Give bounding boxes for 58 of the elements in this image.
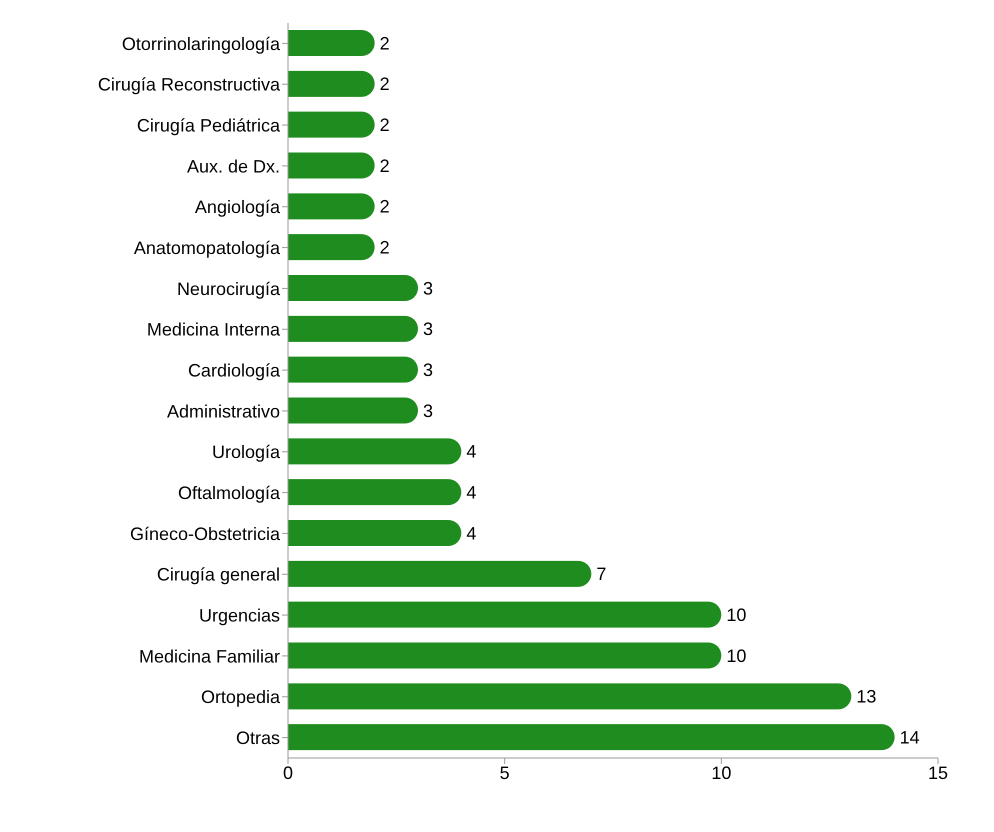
bar: [288, 438, 462, 464]
bar: [288, 193, 375, 220]
y-tick-label: Administrativo: [166, 401, 280, 422]
data-label: 2: [380, 33, 390, 54]
data-label: 2: [380, 74, 390, 94]
bar: [288, 30, 375, 56]
data-label: 10: [726, 605, 746, 626]
data-label: 2: [380, 196, 390, 217]
bar: [288, 642, 722, 668]
data-label: 13: [856, 686, 876, 707]
bar: [288, 275, 418, 301]
data-label: 4: [466, 523, 476, 544]
data-label: 2: [380, 156, 390, 176]
bar: [288, 724, 895, 750]
y-tick-label: Cirugía Reconstructiva: [98, 74, 281, 95]
bar: [288, 560, 592, 587]
y-tick-label: Medicina Familiar: [138, 646, 280, 666]
bar: [288, 316, 418, 342]
data-label: 7: [596, 564, 606, 584]
data-label: 10: [726, 646, 746, 666]
bar: [288, 112, 375, 138]
data-label: 14: [900, 728, 920, 748]
data-label: 2: [380, 238, 390, 258]
data-label: 2: [380, 115, 390, 136]
bar: [288, 398, 418, 424]
data-label: 3: [423, 400, 434, 421]
y-tick-label: Cirugía general: [156, 564, 280, 585]
bar: [288, 70, 375, 97]
x-tick-label: 15: [928, 762, 948, 783]
x-tick-label: 0: [282, 762, 294, 783]
y-tick-label: Urología: [212, 442, 281, 462]
data-label: 3: [423, 278, 434, 298]
y-tick-label: Gíneco-Obstetricia: [130, 524, 281, 544]
bar: [288, 683, 852, 710]
y-tick-label: Aux. de Dx.: [186, 156, 280, 176]
y-tick-label: Otorrinolaringología: [122, 34, 281, 54]
x-tick-label: 5: [500, 762, 510, 783]
bar: [288, 520, 462, 546]
data-label: 4: [466, 482, 476, 503]
bar: [288, 152, 375, 178]
y-tick-label: Neurocirugía: [176, 278, 281, 299]
data-label: 3: [423, 319, 434, 340]
bar: [288, 234, 375, 260]
y-tick-label: Medicina Interna: [146, 320, 281, 340]
y-tick-label: Cirugía Pediátrica: [136, 115, 281, 136]
y-tick-label: Otras: [236, 728, 280, 748]
y-tick-label: Angiología: [194, 197, 281, 218]
y-tick-label: Anatomopatología: [134, 238, 281, 258]
y-tick-label: Cardiología: [188, 360, 281, 380]
bar: [288, 602, 722, 628]
bar: [288, 356, 418, 383]
x-tick-label: 10: [711, 762, 732, 783]
y-tick-label: Ortopedia: [200, 687, 281, 708]
y-tick-label: Oftalmología: [178, 482, 281, 503]
bar: [288, 479, 462, 506]
y-tick-label: Urgencias: [198, 605, 280, 626]
data-label: 3: [423, 360, 434, 380]
data-label: 4: [466, 442, 476, 462]
